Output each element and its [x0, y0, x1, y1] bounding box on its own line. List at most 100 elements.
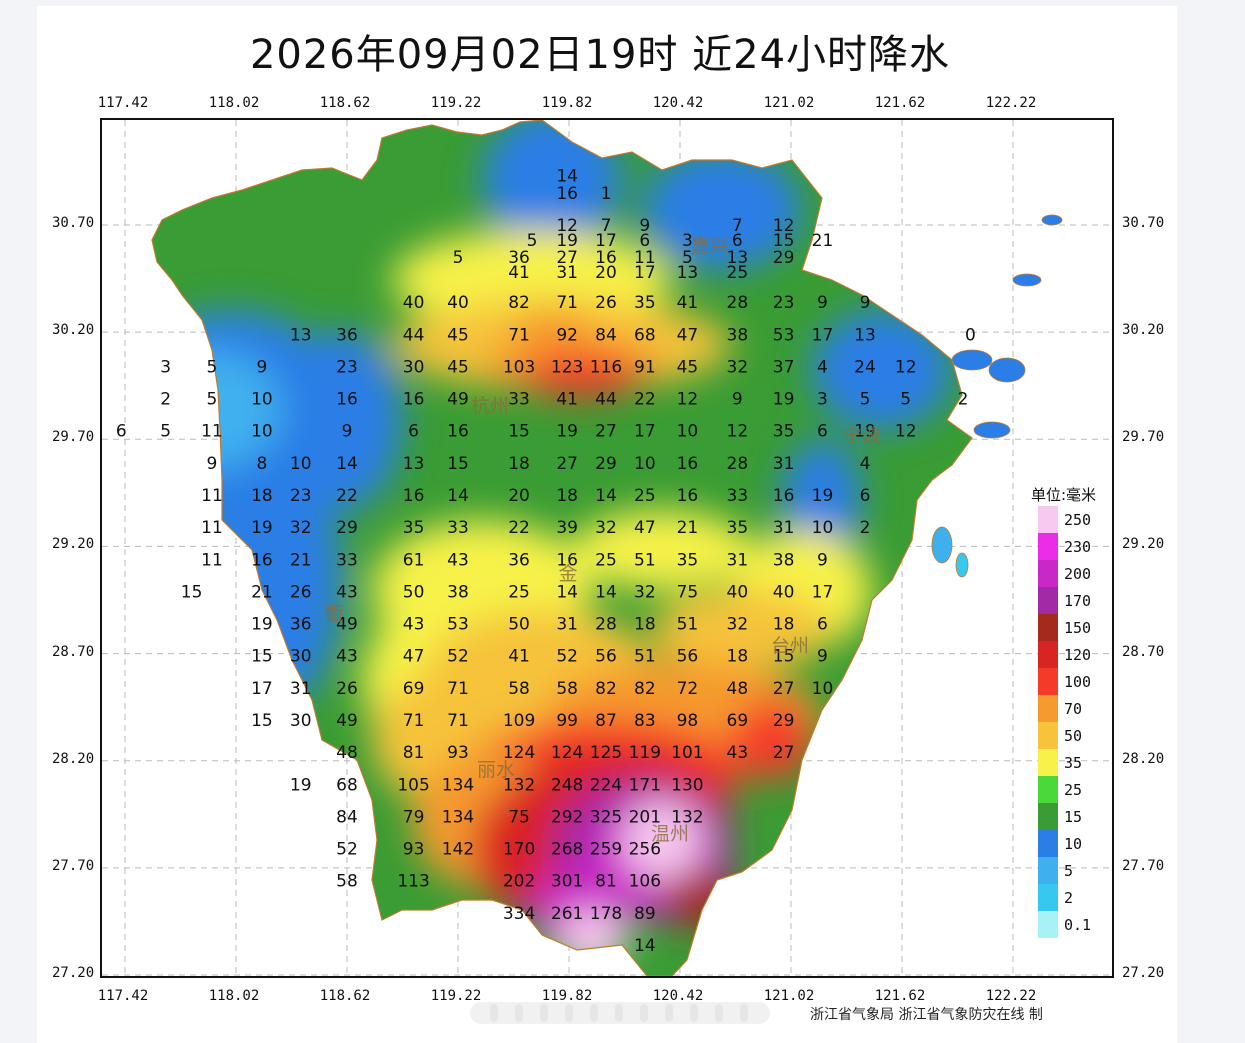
station-value: 33 — [447, 518, 469, 538]
coastal-islands — [931, 214, 1063, 578]
station-value: 2 — [958, 390, 969, 410]
station-value: 13 — [854, 325, 876, 345]
station-value: 27 — [556, 454, 578, 474]
station-value: 75 — [508, 807, 530, 827]
longitude-tick: 119.22 — [430, 95, 482, 111]
station-value: 5 — [453, 248, 464, 268]
station-value: 16 — [595, 248, 617, 268]
station-value: 17 — [634, 422, 656, 442]
station-value: 3 — [160, 357, 171, 377]
station-value: 38 — [727, 325, 749, 345]
station-value: 32 — [727, 615, 749, 635]
station-value: 81 — [403, 743, 425, 763]
station-value: 44 — [403, 325, 425, 345]
station-value: 79 — [403, 807, 425, 827]
station-value: 22 — [634, 390, 656, 410]
legend-label: 10 — [1064, 835, 1083, 853]
station-value: 18 — [508, 454, 530, 474]
station-value: 16 — [403, 486, 425, 506]
legend-item: 120 — [1038, 641, 1128, 668]
station-value: 49 — [336, 711, 358, 731]
latitude-tick: 30.20 — [52, 322, 95, 339]
station-value: 51 — [634, 647, 656, 667]
station-value: 89 — [634, 904, 656, 924]
station-value: 23 — [336, 357, 358, 377]
station-value: 35 — [634, 293, 656, 313]
station-value: 69 — [403, 679, 425, 699]
station-value: 16 — [677, 486, 699, 506]
longitude-tick: 118.62 — [319, 988, 371, 1004]
legend-item: 70 — [1038, 695, 1128, 722]
station-value: 6 — [408, 422, 419, 442]
station-value: 36 — [336, 325, 358, 345]
station-value: 19 — [556, 422, 578, 442]
station-value: 36 — [508, 248, 530, 268]
station-value: 45 — [677, 357, 699, 377]
station-value: 10 — [634, 454, 656, 474]
station-value: 6 — [817, 615, 828, 635]
legend-item: 100 — [1038, 668, 1128, 695]
station-value: 6 — [860, 486, 871, 506]
station-value: 16 — [336, 390, 358, 410]
station-value: 41 — [508, 263, 530, 283]
station-value: 50 — [403, 582, 425, 602]
station-value: 36 — [508, 550, 530, 570]
latitude-tick: 27.70 — [1122, 857, 1165, 874]
station-value: 48 — [727, 679, 749, 699]
station-value: 16 — [251, 550, 273, 570]
station-value: 31 — [556, 615, 578, 635]
station-value: 21 — [812, 231, 834, 251]
station-value: 202 — [503, 872, 535, 892]
station-value: 6 — [817, 422, 828, 442]
station-value: 124 — [551, 743, 583, 763]
station-value: 81 — [595, 872, 617, 892]
legend-item: 230 — [1038, 533, 1128, 560]
legend-item: 25 — [1038, 776, 1128, 803]
station-value: 26 — [336, 679, 358, 699]
watermark — [470, 996, 770, 1030]
station-value: 99 — [556, 711, 578, 731]
station-value: 17 — [634, 263, 656, 283]
latitude-tick: 27.70 — [52, 857, 95, 874]
station-value: 35 — [403, 518, 425, 538]
longitude-tick: 117.42 — [97, 988, 149, 1004]
station-value: 51 — [677, 615, 699, 635]
station-value: 6 — [116, 422, 127, 442]
legend-title: 单位:毫米 — [1031, 486, 1097, 504]
station-value: 30 — [290, 647, 312, 667]
station-value: 9 — [207, 454, 218, 474]
legend-swatch — [1038, 911, 1058, 938]
station-value: 9 — [342, 422, 353, 442]
station-value: 82 — [634, 679, 656, 699]
legend-item: 200 — [1038, 560, 1128, 587]
station-value: 134 — [442, 807, 474, 827]
station-value: 27 — [556, 248, 578, 268]
station-value: 72 — [677, 679, 699, 699]
longitude-tick: 122.22 — [985, 95, 1037, 111]
legend-label: 150 — [1064, 619, 1092, 637]
city-label: 台州 — [771, 635, 809, 657]
station-value: 17 — [812, 325, 834, 345]
station-value: 6 — [732, 231, 743, 251]
station-value: 334 — [503, 904, 535, 924]
station-value: 9 — [860, 293, 871, 313]
station-value: 29 — [595, 454, 617, 474]
station-value: 15 — [508, 422, 530, 442]
station-value: 53 — [447, 615, 469, 635]
station-value: 4 — [860, 454, 871, 474]
station-value: 33 — [336, 550, 358, 570]
station-value: 61 — [403, 550, 425, 570]
station-value: 11 — [634, 248, 656, 268]
station-value: 36 — [290, 615, 312, 635]
station-value: 28 — [595, 615, 617, 635]
station-value: 32 — [634, 582, 656, 602]
station-value: 16 — [447, 422, 469, 442]
station-value: 93 — [447, 743, 469, 763]
legend-swatch — [1038, 884, 1058, 911]
station-value: 25 — [634, 486, 656, 506]
city-label: 宁波 — [843, 425, 881, 447]
station-value: 14 — [447, 486, 469, 506]
legend-label: 25 — [1064, 781, 1083, 799]
